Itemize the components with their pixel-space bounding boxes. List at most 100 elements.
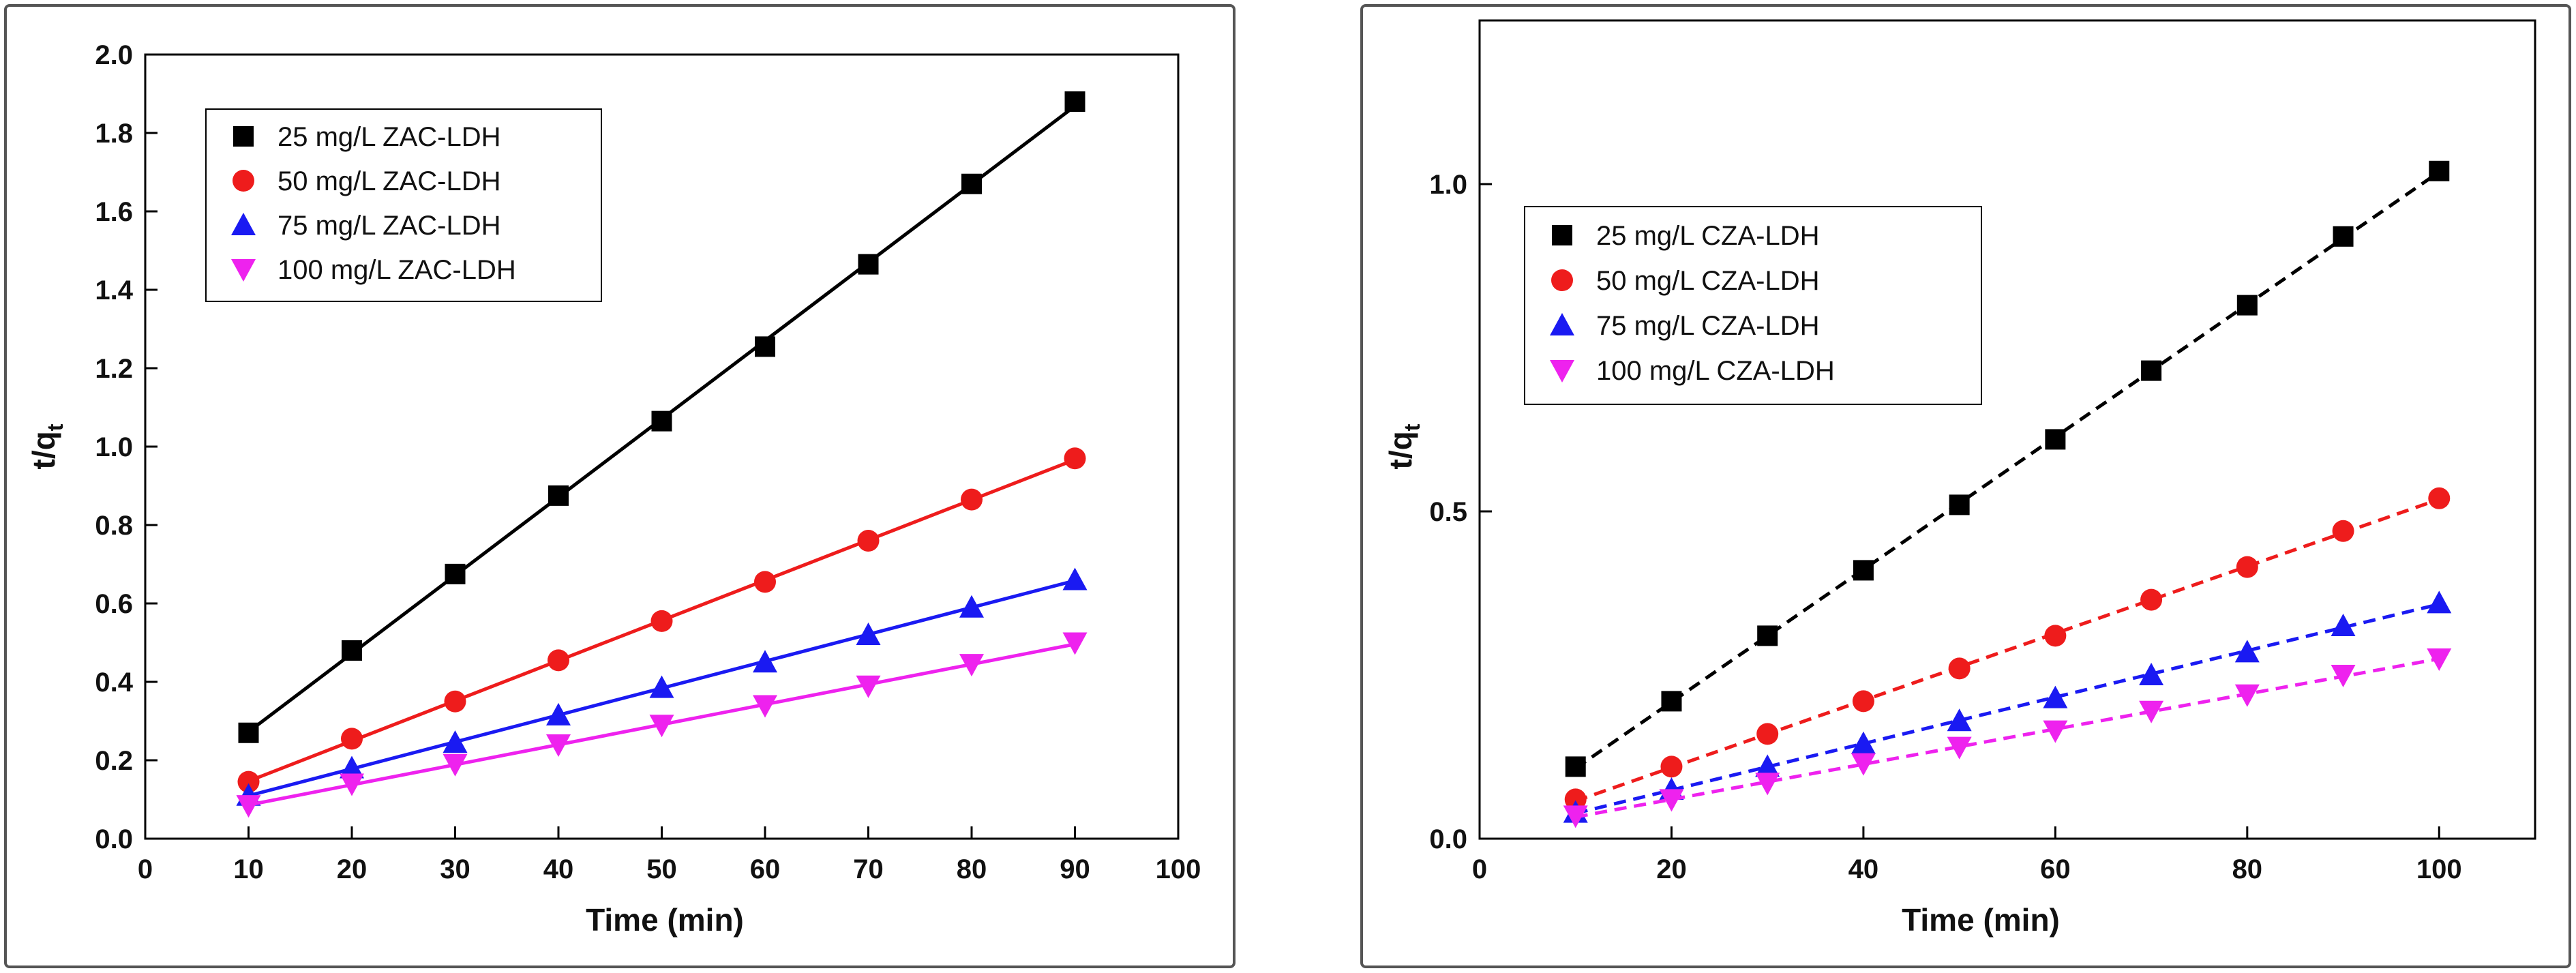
data-point	[548, 649, 569, 672]
legend-marker-s100	[1550, 360, 1574, 383]
data-point	[2331, 665, 2356, 687]
x-axis-title: Time (min)	[1902, 902, 2060, 938]
legend-marker-s50	[233, 170, 254, 192]
data-point	[2427, 590, 2452, 614]
x-tick-label: 80	[957, 854, 987, 884]
series-1	[238, 91, 1085, 743]
y-tick-label: 1.4	[95, 275, 133, 305]
data-point	[1565, 756, 1586, 777]
panel-border	[4, 4, 1235, 968]
data-point	[1947, 736, 1972, 760]
data-point	[961, 173, 982, 194]
data-point	[238, 722, 259, 743]
legend-marker-s75	[231, 213, 256, 235]
data-point	[2429, 160, 2450, 181]
data-point	[546, 734, 571, 757]
data-point	[1659, 789, 1684, 812]
x-tick-label: 50	[646, 854, 677, 884]
data-point	[1755, 754, 1780, 777]
data-point	[1853, 560, 1874, 581]
data-point	[1755, 773, 1780, 796]
x-tick-label: 40	[543, 854, 574, 884]
y-tick-label: 0.5	[1429, 497, 1467, 527]
data-point	[1064, 91, 1085, 112]
data-point	[2045, 429, 2066, 450]
data-point	[341, 728, 363, 750]
data-point	[340, 755, 364, 779]
x-tick-label: 80	[2232, 854, 2263, 884]
data-point	[959, 595, 984, 618]
y-tick-label: 1.0	[95, 432, 133, 462]
panel-border	[1360, 4, 2571, 968]
legend-label: 50 mg/L ZAC-LDH	[278, 166, 501, 196]
series-1	[1565, 160, 2450, 777]
fit-line	[1574, 497, 2440, 803]
x-tick-label: 20	[1656, 854, 1687, 884]
legend-label: 50 mg/L CZA-LDH	[1596, 266, 1820, 296]
data-point	[2333, 226, 2354, 247]
data-point	[2140, 588, 2163, 611]
y-tick-label: 0.0	[95, 824, 133, 854]
data-point	[755, 336, 775, 357]
y-tick-label: 1.8	[95, 119, 133, 149]
data-point	[2234, 684, 2260, 707]
data-point	[1660, 755, 1683, 778]
x-tick-label: 60	[2040, 854, 2071, 884]
y-tick-label: 0.8	[95, 511, 133, 541]
x-axis-title: Time (min)	[586, 902, 744, 938]
data-point	[857, 530, 880, 552]
data-point	[856, 623, 881, 645]
data-point	[2139, 700, 2164, 723]
chart-panel-1: 0 10 20 30 40 50 60 70 80 90 100 0.0 0.2 0.4 0.6 0.8 1.0…	[4, 4, 1235, 968]
series-4	[236, 632, 1088, 818]
data-point	[2139, 663, 2164, 685]
data-point	[2043, 685, 2068, 708]
x-tick-label: 20	[337, 854, 368, 884]
legend-label: 100 mg/L ZAC-LDH	[278, 255, 516, 285]
data-point	[1064, 447, 1086, 470]
x-tick-label: 10	[233, 854, 264, 884]
data-point	[649, 715, 674, 738]
data-point	[856, 675, 881, 698]
data-point	[651, 410, 672, 432]
y-tick-label: 0.2	[95, 746, 133, 776]
y-axis-title: t/qt	[26, 423, 68, 469]
x-tick-label: 0	[1472, 854, 1487, 884]
data-point	[2236, 556, 2258, 578]
data-point	[1948, 657, 1971, 680]
data-point	[2236, 295, 2258, 316]
legend-label: 100 mg/L CZA-LDH	[1596, 356, 1835, 386]
x-tick-label: 30	[440, 854, 470, 884]
y-tick-label: 1.2	[95, 354, 133, 384]
data-point	[753, 695, 777, 718]
legend-label: 25 mg/L CZA-LDH	[1596, 221, 1820, 251]
y-tick-label: 1.6	[95, 197, 133, 227]
data-point	[1661, 691, 1682, 712]
x-tick-label: 100	[1156, 854, 1201, 884]
data-point	[443, 730, 468, 753]
data-point	[1757, 625, 1778, 646]
x-tick-label: 40	[1848, 854, 1879, 884]
data-point	[1851, 731, 1876, 754]
data-point	[2331, 614, 2356, 636]
data-point	[1852, 690, 1874, 713]
data-point	[2141, 360, 2162, 381]
series-2	[1564, 487, 2451, 811]
legend-marker-s50	[1551, 269, 1573, 291]
x-tick-label: 0	[138, 854, 153, 884]
data-point	[649, 675, 674, 698]
legend-marker-s25	[1552, 225, 1572, 245]
data-point	[340, 773, 364, 796]
plot-frame	[1478, 19, 2536, 840]
data-point	[1756, 723, 1779, 745]
x-tick-label: 90	[1060, 854, 1090, 884]
y-tick-label: 0.4	[95, 668, 133, 698]
legend-label: 25 mg/L ZAC-LDH	[278, 122, 501, 152]
legend-box	[1524, 206, 1982, 405]
fit-line	[1575, 602, 2440, 815]
data-point	[1564, 788, 1587, 811]
y-tick-label: 2.0	[95, 40, 133, 70]
data-point	[959, 654, 984, 677]
x-tick-label: 70	[853, 854, 884, 884]
